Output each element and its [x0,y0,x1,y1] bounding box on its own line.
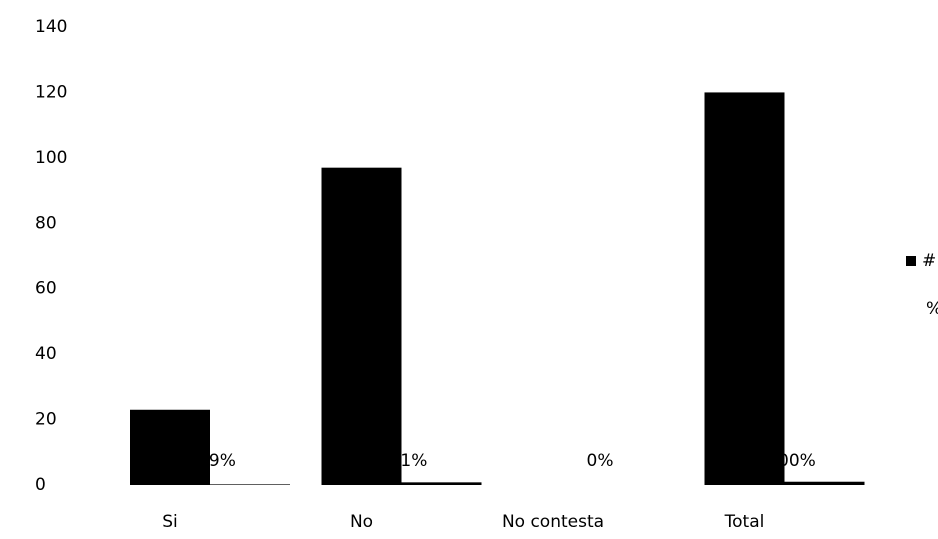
y-tick-label: 100 [35,148,67,168]
value-label: 0% [587,451,614,471]
y-tick-label: 60 [35,279,57,299]
bar [704,92,785,485]
legend-label: # [922,251,936,271]
y-tick-label: 140 [35,17,67,37]
bar [210,484,290,485]
bar [130,409,210,485]
x-tick-label: Si [162,512,178,532]
bar [784,481,865,485]
x-tick-label: No [350,512,373,532]
legend-swatch [906,256,916,266]
bar [321,167,402,485]
y-tick-label: 40 [35,344,57,364]
legend-label: % [926,299,938,319]
y-tick-label: 0 [35,475,46,495]
x-tick-label: Total [724,512,765,532]
y-tick-label: 20 [35,410,57,430]
x-tick-label: No contesta [502,512,604,532]
y-tick-label: 80 [35,213,57,233]
y-tick-label: 120 [35,82,67,102]
bar [401,482,482,485]
